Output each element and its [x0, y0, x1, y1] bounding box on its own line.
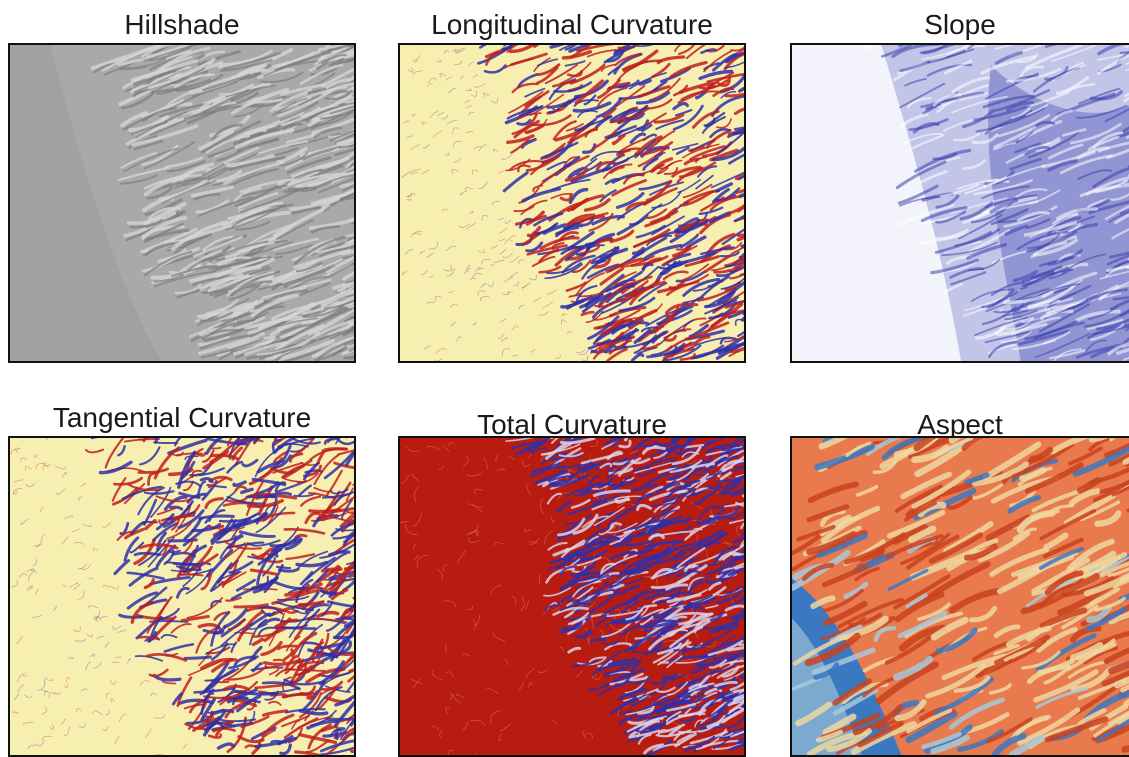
panel-title-aspect: Aspect: [917, 409, 1003, 440]
aspect-map: [790, 436, 1129, 757]
panel-title-slope: Slope: [924, 9, 996, 40]
slope-map: [790, 43, 1129, 363]
total-curvature-map: [398, 436, 746, 757]
tangential-curvature-map: [8, 436, 356, 757]
panel-title-hillshade: Hillshade: [124, 9, 240, 40]
longitudinal-curvature-map: [398, 43, 746, 363]
hillshade-map: [8, 43, 356, 363]
panel-title-total-curvature: Total Curvature: [477, 409, 667, 440]
panel-title-longitudinal-curvature: Longitudinal Curvature: [431, 9, 713, 40]
panel-title-tangential-curvature: Tangential Curvature: [52, 402, 312, 433]
